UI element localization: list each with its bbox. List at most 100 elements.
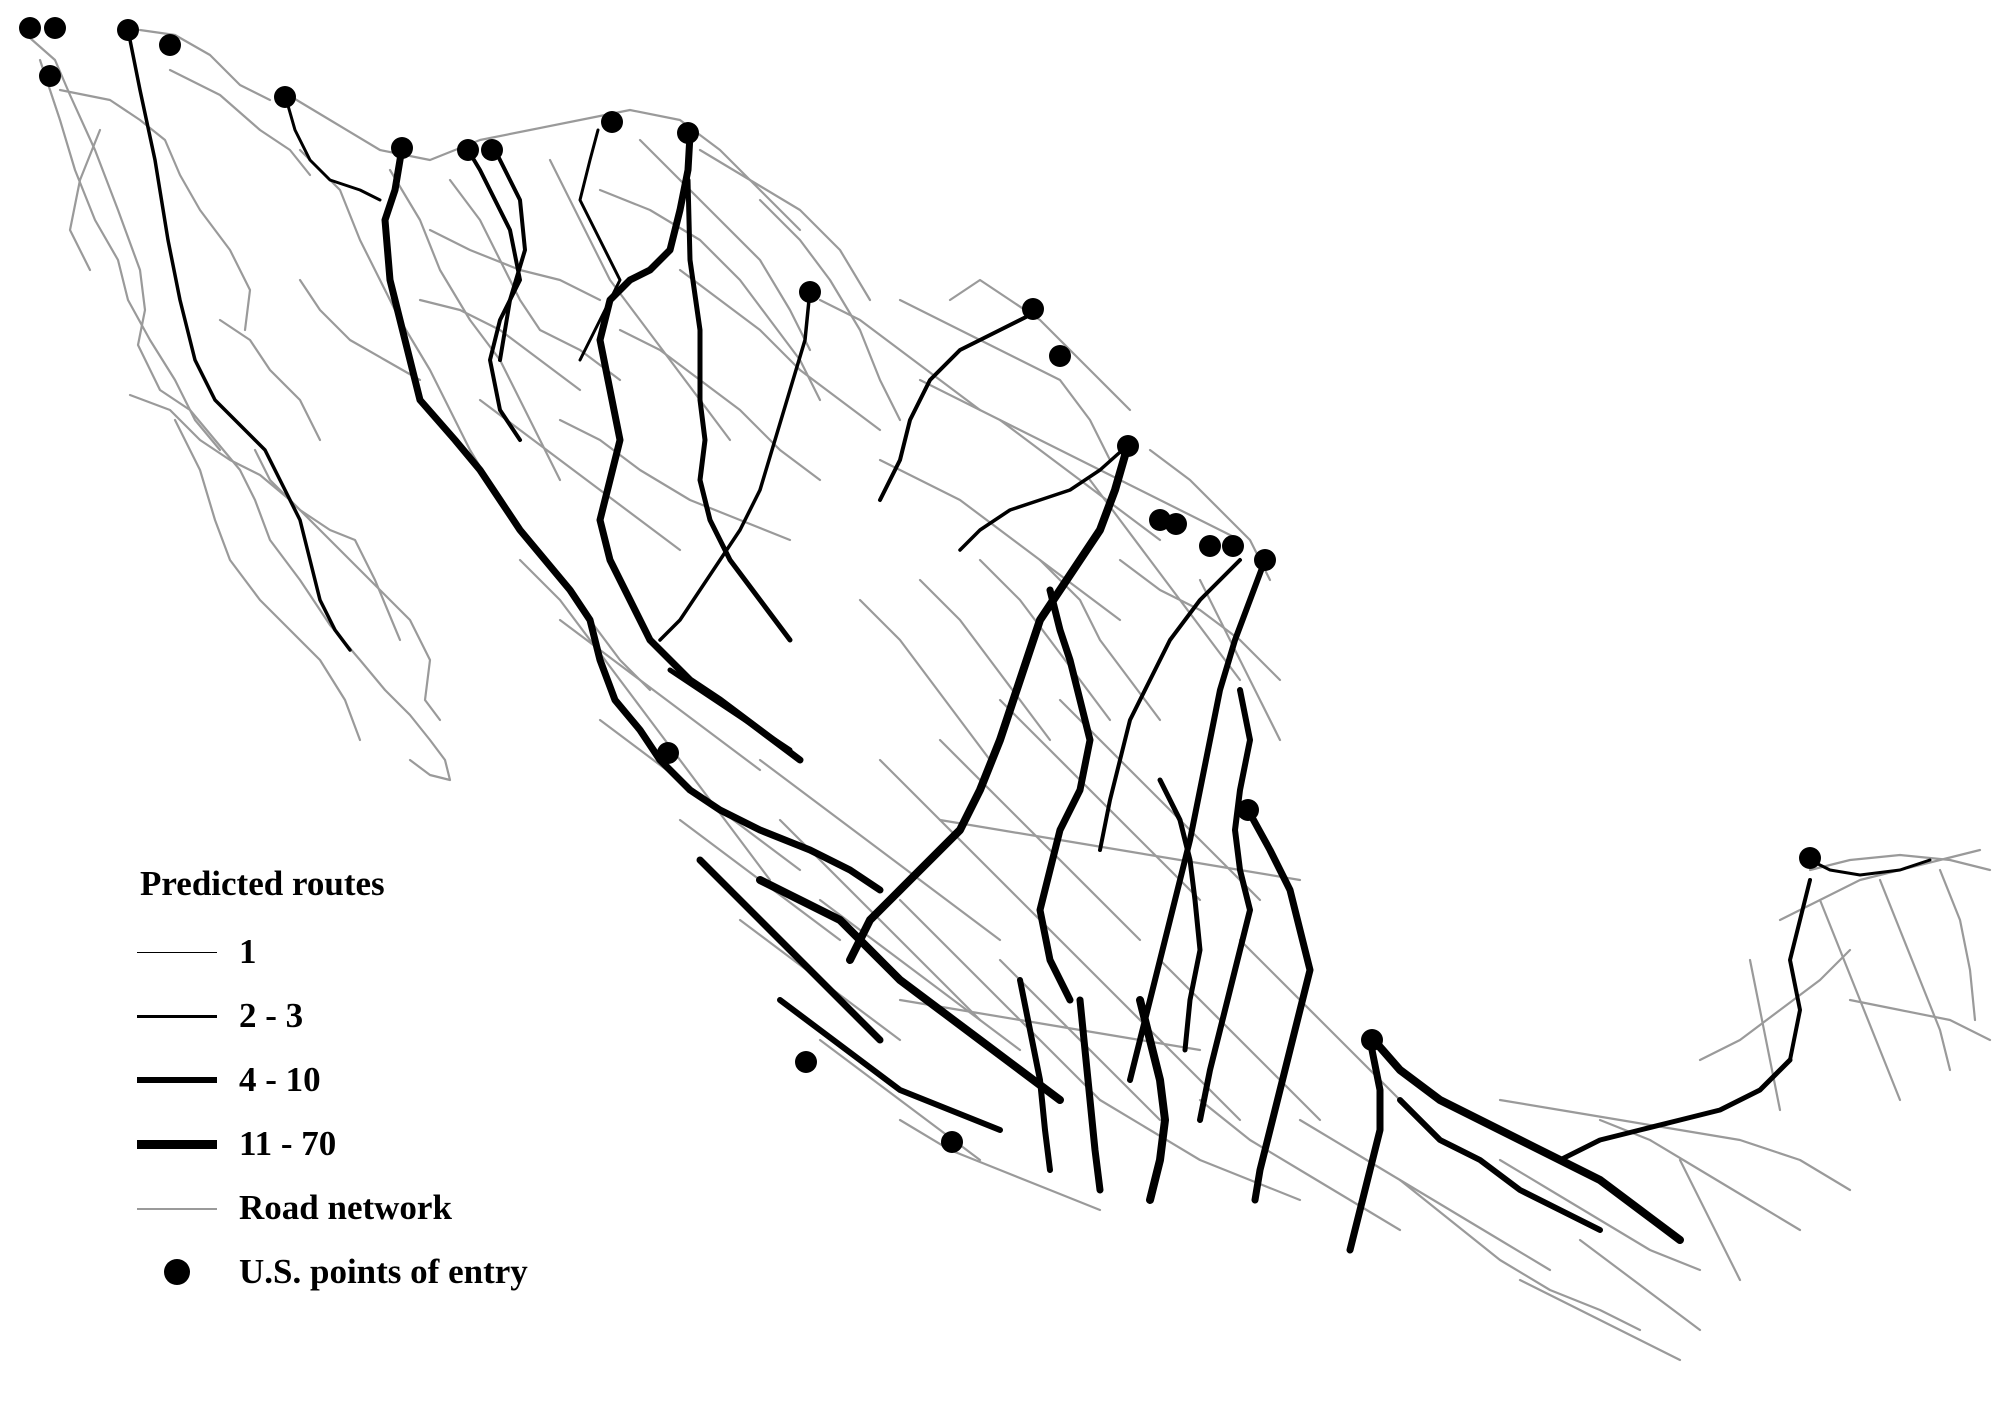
predicted-route [1076,996,1104,1194]
road-network-segment [678,268,882,432]
road-network-segment [898,1118,1102,1212]
legend-item-11-70: 11 - 70 [137,1112,697,1176]
road-network-segment [1938,868,1977,1022]
predicted-route [126,28,352,652]
road-network-segment [598,188,822,402]
predicted-route [578,128,622,362]
road-network-segment [1748,958,1782,1112]
road-network-segment [1498,1098,1852,1192]
predicted-route [1788,878,1812,1062]
predicted-route [1397,1097,1603,1233]
road-network-segment [1398,1178,1642,1332]
legend-item-road-network: Road network [137,1176,697,1240]
entry-point-dot [1165,513,1187,535]
predicted-route [493,148,527,362]
road-network-segment [618,328,822,482]
legend-item-2-3: 2 - 3 [137,984,697,1048]
predicted-route [381,144,884,894]
road-network-segment [168,68,312,177]
road-network-segment [998,698,1202,902]
predicted-route [596,131,804,764]
road-network-layer [28,28,1992,1362]
road-network-segment [418,298,582,392]
predicted-route [283,93,382,202]
road-network-segment [898,898,1102,1102]
entry-point-dot [795,1051,817,1073]
entry-point-dot [391,137,413,159]
legend-swatch-heavy-line [137,1124,217,1164]
road-network-segment [978,558,1112,722]
predicted-route [1197,687,1253,1123]
entry-point-dot [601,111,623,133]
entry-point-dot [1237,799,1259,821]
entry-point-dot [1222,535,1244,557]
predicted-route [1557,1057,1793,1163]
predicted-routes-layer [126,28,1932,1254]
entry-point-dot [159,34,181,56]
road-network-segment [818,898,1022,1052]
entry-point-dot [1199,535,1221,557]
predicted-route [1136,996,1169,1204]
road-network-segment [1778,848,1982,922]
entry-point-dot [1361,1029,1383,1051]
road-network-segment [478,398,682,552]
road-network-segment [878,458,1122,622]
road-network-segment [758,758,1002,942]
road-network-segment [1198,1098,1402,1232]
road-network-segment [298,148,652,692]
predicted-route [1244,806,1314,1204]
road-network-segment [138,28,272,102]
road-network-segment [448,178,622,382]
entry-point-dot [457,139,479,161]
road-network-segment [1198,578,1282,742]
road-network-segment [558,418,792,542]
road-network-segment [1158,958,1322,1122]
road-network-segment [1118,558,1282,682]
road-network-segment [298,278,422,382]
road-network-segment [1078,958,1242,1122]
road-network-segment [58,88,252,332]
road-network-segment [128,393,442,722]
predicted-route [1036,586,1094,1004]
road-network-segment [38,58,222,452]
road-network-segment [1678,1158,1742,1282]
predicted-route [685,177,793,643]
legend-swatch-thin-line [137,932,217,972]
entry-points-layer [19,17,1821,1153]
predicted-route [777,997,1003,1133]
road-network-segment [1088,478,1242,682]
entry-point-dot [1799,847,1821,869]
road-network-segment [1098,1098,1302,1202]
entry-point-dot [799,281,821,303]
predicted-route [1346,1046,1384,1254]
legend-item-1: 1 [137,920,697,984]
road-network-segment [918,578,1052,742]
predicted-route [696,856,884,1044]
legend-label: 2 - 3 [239,996,304,1035]
entry-point-dot [1254,549,1276,571]
road-network-segment [518,558,772,882]
entry-point-dot [44,17,66,39]
road-network-segment [948,278,1132,412]
entry-point-dot [941,1131,963,1153]
legend-swatch-thick-line [137,1060,217,1100]
predicted-route [658,288,812,642]
legend-item-entry-points: U.S. points of entry [137,1240,697,1304]
road-network-segment [173,418,362,742]
road-network-segment [1818,898,1902,1102]
road-network-segment [1498,1158,1702,1272]
road-network-segment [1808,853,1992,872]
road-network-segment [1848,998,1992,1042]
legend-title: Predicted routes [140,864,385,903]
legend-item-4-10: 4 - 10 [137,1048,697,1112]
road-network-segment [858,598,992,762]
road-network-segment [938,818,1302,882]
legend-swatch-entry-dot [137,1252,217,1292]
road-network-segment [1598,1118,1802,1232]
legend-swatch-road-line [137,1188,217,1228]
entry-point-dot [1022,298,1044,320]
road-network-segment [1518,1278,1682,1362]
road-network-segment [278,88,802,232]
legend-label: U.S. points of entry [239,1252,528,1291]
